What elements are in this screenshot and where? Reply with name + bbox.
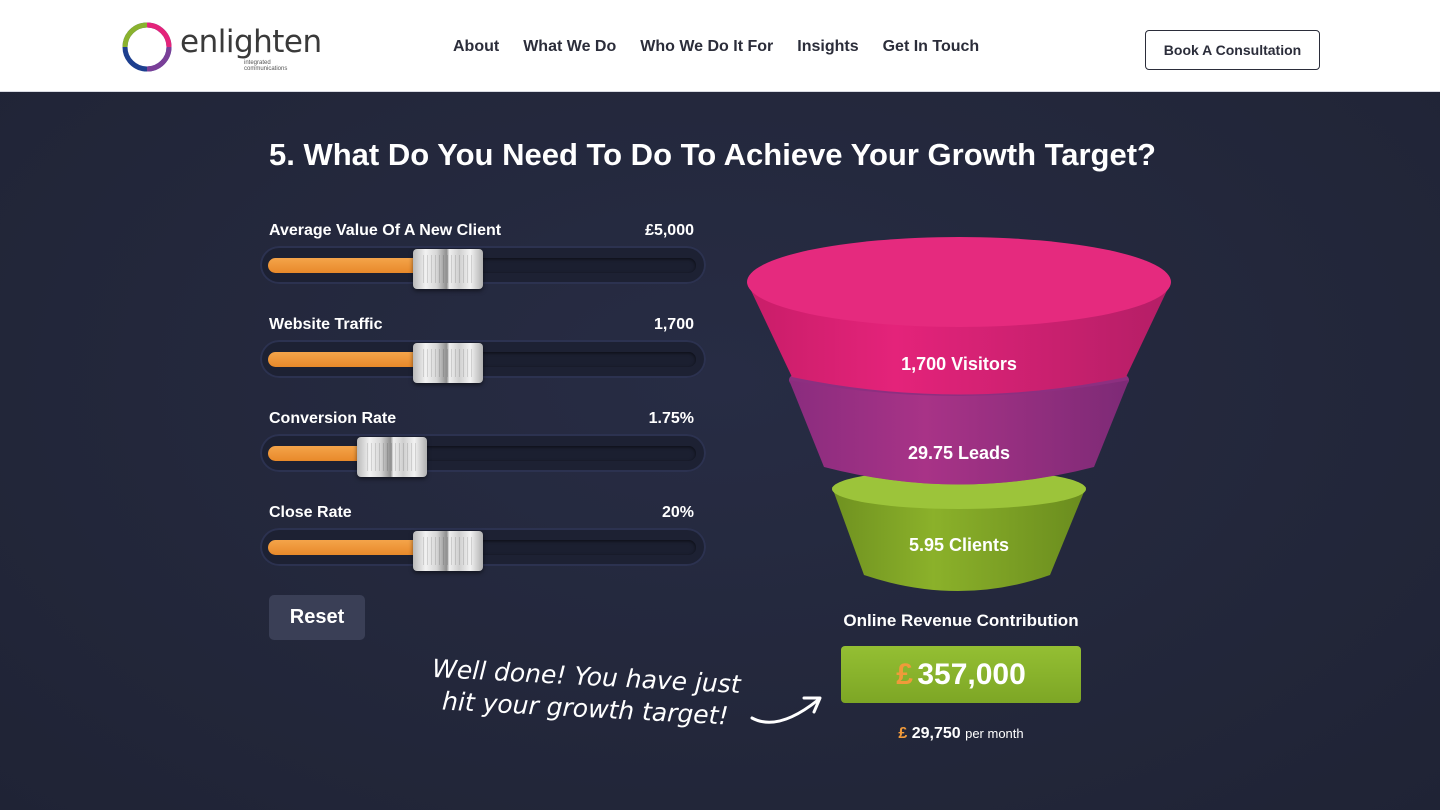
monthly-currency: £ xyxy=(898,725,908,742)
revenue-monthly: £ 29,750 per month xyxy=(841,725,1081,743)
reset-button[interactable]: Reset xyxy=(269,595,365,640)
slider-track[interactable] xyxy=(260,340,706,383)
nav-about[interactable]: About xyxy=(453,38,500,55)
logo-tagline: integrated communications xyxy=(244,60,288,72)
slider-track[interactable] xyxy=(260,246,706,289)
revenue-currency: £ xyxy=(896,658,913,691)
slider-thumb[interactable] xyxy=(413,343,483,383)
main-nav: About What We Do Who We Do It For Insigh… xyxy=(453,38,979,56)
slider-label: Website Traffic xyxy=(269,316,383,333)
site-header: enlighten integrated communications Abou… xyxy=(0,0,1440,92)
slider-thumb[interactable] xyxy=(357,437,427,477)
arrow-icon xyxy=(750,696,822,724)
slider-track[interactable] xyxy=(260,434,706,477)
sales-funnel xyxy=(747,237,1171,597)
revenue-total-box: £ 357,000 xyxy=(841,646,1081,703)
nav-insights[interactable]: Insights xyxy=(797,38,859,55)
slider-label: Close Rate xyxy=(269,504,352,521)
slider-fill xyxy=(268,258,448,273)
nav-what-we-do[interactable]: What We Do xyxy=(523,38,617,55)
slider-fill xyxy=(268,352,448,367)
slider-groove xyxy=(268,446,696,461)
slider-value: 1.75% xyxy=(648,410,694,427)
funnel-clients-segment xyxy=(832,587,876,597)
revenue-title: Online Revenue Contribution xyxy=(843,611,1079,630)
monthly-suffix: per month xyxy=(965,726,1024,741)
revenue-amount: 357,000 xyxy=(917,658,1026,691)
funnel-clients-label: 5.95 Clients xyxy=(908,535,1010,555)
growth-calculator: 5. What Do You Need To Do To Achieve You… xyxy=(0,92,1440,810)
monthly-amount: 29,750 xyxy=(911,725,961,742)
slider-label: Average Value Of A New Client xyxy=(269,222,502,239)
slider-fill xyxy=(268,540,448,555)
slider-value: £5,000 xyxy=(645,222,694,239)
page-title: 5. What Do You Need To Do To Achieve You… xyxy=(269,137,1156,172)
slider-thumb[interactable] xyxy=(413,531,483,571)
slider-value: 1,700 xyxy=(653,316,694,333)
enlighten-logo[interactable]: enlighten integrated communications xyxy=(120,18,322,78)
logo-ring-icon xyxy=(122,22,172,72)
book-consultation-button[interactable]: Book A Consultation xyxy=(1145,30,1320,70)
slider-thumb[interactable] xyxy=(413,249,483,289)
nav-get-in-touch[interactable]: Get In Touch xyxy=(882,38,980,55)
nav-who-we-do-it-for[interactable]: Who We Do It For xyxy=(640,38,774,55)
logo-wordmark: enlighten xyxy=(180,24,322,60)
slider-label: Conversion Rate xyxy=(269,410,397,427)
slider-value: 20% xyxy=(661,504,694,521)
slider-track[interactable] xyxy=(260,528,706,571)
funnel-visitors-label: 1,700 Visitors xyxy=(901,354,1017,374)
funnel-leads-label: 29.75 Leads xyxy=(907,443,1011,463)
